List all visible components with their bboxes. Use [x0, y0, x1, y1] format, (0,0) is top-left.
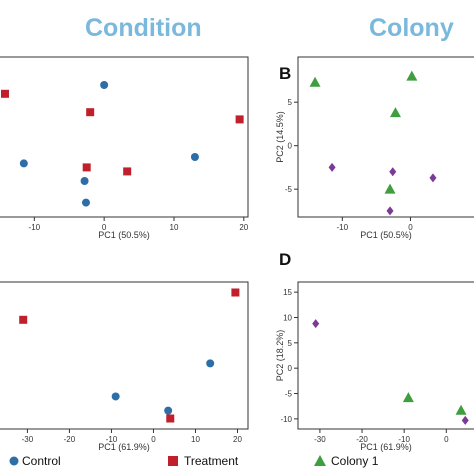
x-tick-label: 0 [102, 223, 107, 232]
legend-marker-control [9, 456, 19, 466]
x-tick-label: 10 [170, 223, 179, 232]
x-tick-label: -30 [314, 435, 326, 444]
data-point-square [86, 108, 95, 117]
data-point-diamond [328, 162, 336, 172]
data-point-triangle [455, 404, 467, 415]
plot-frame [0, 281, 249, 430]
legend-label-control: Control [22, 454, 61, 468]
panel-letter-d: D [279, 250, 292, 269]
x-axis-label: PC1 (61.9%) [360, 442, 412, 452]
legend-label-colony1: Colony 1 [331, 454, 379, 468]
data-point-triangle [402, 392, 414, 403]
x-tick-label: 0 [151, 435, 156, 444]
data-point-circle [80, 177, 89, 185]
data-point-circle [100, 81, 109, 89]
data-point-circle [111, 392, 120, 401]
legend-marker-colony1 [314, 455, 326, 466]
data-point-square [82, 163, 91, 172]
data-point-diamond [461, 415, 469, 425]
y-tick-label: -5 [285, 390, 293, 399]
x-tick-label: -10 [106, 435, 118, 444]
data-point-square [0, 89, 9, 98]
x-tick-label: -30 [22, 435, 34, 444]
x-axis-label: PC1 (50.5%) [98, 230, 150, 240]
data-point-diamond [386, 206, 394, 216]
y-axis-label: PC2 (18.2%) [275, 330, 285, 382]
x-tick-label: -20 [64, 435, 76, 444]
data-point-circle [164, 406, 173, 415]
data-point-square [166, 414, 175, 423]
data-point-square [19, 315, 28, 324]
y-tick-label: 0 [288, 142, 293, 151]
x-axis-label: PC1 (50.5%) [360, 230, 412, 240]
panel-letter-b: B [279, 64, 292, 83]
legend-marker-treatment [168, 456, 178, 466]
panel-c: -30 -20 -10 0 10 20 PC1 (61.9%) [0, 281, 249, 452]
x-tick-label: 20 [239, 223, 248, 232]
data-point-triangle [309, 76, 321, 87]
x-tick-label: 20 [233, 435, 242, 444]
y-tick-label: 5 [288, 339, 293, 348]
data-point-square [231, 288, 240, 297]
x-tick-label: -10 [29, 223, 41, 232]
data-point-triangle [406, 70, 418, 81]
y-axis-label: PC2 (14.5%) [275, 111, 285, 163]
x-tick-label: -20 [356, 435, 368, 444]
heading-colony: Colony [369, 14, 454, 42]
x-tick-label: 0 [444, 435, 449, 444]
data-point-diamond [312, 319, 320, 329]
y-tick-label: -10 [280, 415, 292, 424]
y-tick-label: 10 [283, 313, 292, 322]
x-axis-label: PC1 (61.9%) [98, 442, 150, 452]
data-point-diamond [389, 167, 397, 177]
legend-label-treatment: Treatment [184, 454, 239, 468]
x-tick-label: -10 [398, 435, 410, 444]
data-point-circle [190, 153, 199, 161]
x-tick-label: 10 [191, 435, 200, 444]
data-point-circle [81, 198, 90, 207]
panel-a: -10 0 10 20 PC1 (50.5%) [0, 56, 249, 240]
data-point-square [235, 115, 244, 124]
x-tick-label: -10 [337, 223, 349, 232]
data-point-square [123, 167, 132, 176]
data-point-circle [19, 159, 28, 168]
y-tick-label: -5 [285, 185, 293, 194]
data-point-triangle [389, 107, 401, 118]
heading-condition: Condition [85, 14, 202, 42]
data-point-diamond [429, 173, 437, 183]
x-tick-label: 0 [408, 223, 413, 232]
plot-frame [297, 56, 474, 218]
y-tick-label: 0 [288, 364, 293, 373]
y-tick-label: 5 [288, 98, 293, 107]
data-point-circle [206, 359, 215, 368]
plot-frame [297, 281, 474, 430]
legend: Control Treatment Colony 1 [9, 454, 379, 468]
plot-frame [0, 56, 249, 218]
y-tick-label: 15 [283, 288, 292, 297]
data-point-triangle [384, 183, 396, 194]
